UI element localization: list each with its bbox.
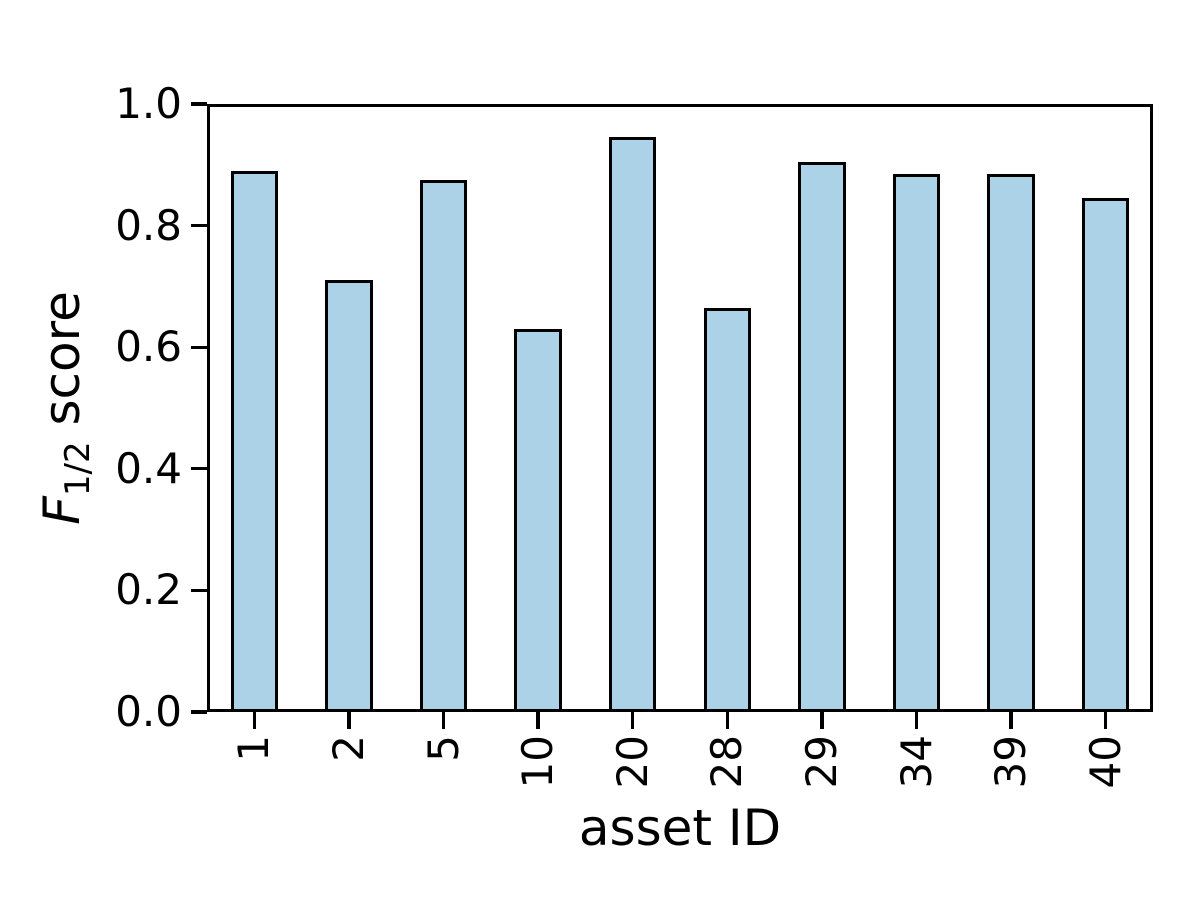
y-tick <box>191 345 207 349</box>
bar-asset-34 <box>892 173 941 712</box>
x-tick-label: 40 <box>1080 735 1130 789</box>
y-axis-label: F1/2 score <box>33 208 98 608</box>
y-tick <box>191 467 207 471</box>
x-tick <box>631 712 635 729</box>
y-tick-label: 0.2 <box>115 565 182 615</box>
y-tick <box>191 588 207 593</box>
y-tick-label: 0.8 <box>115 200 182 250</box>
ylabel-f-symbol: F <box>33 496 91 525</box>
y-tick-label: 1.0 <box>115 79 182 128</box>
x-tick-label: 10 <box>513 735 563 789</box>
y-tick-label: 0.0 <box>115 687 182 736</box>
bar-asset-1 <box>230 170 278 712</box>
bar-asset-2 <box>325 280 373 712</box>
x-tick <box>1009 712 1013 729</box>
x-tick-label: 1 <box>229 735 279 762</box>
bar-asset-39 <box>987 173 1035 712</box>
x-tick <box>1104 712 1108 729</box>
x-tick <box>725 712 729 729</box>
y-tick <box>191 223 207 228</box>
y-tick <box>191 102 207 106</box>
x-tick-label: 29 <box>796 735 846 789</box>
bar-asset-5 <box>419 180 468 712</box>
bar-asset-40 <box>1082 198 1130 712</box>
x-tick <box>441 712 446 729</box>
y-tick-label: 0.4 <box>115 443 182 493</box>
x-tick <box>347 712 351 729</box>
bar-asset-10 <box>514 328 562 712</box>
x-axis-label: asset ID <box>578 799 782 857</box>
x-tick-label: 28 <box>702 735 752 789</box>
x-tick-label: 20 <box>607 735 657 789</box>
y-tick <box>191 710 207 714</box>
x-tick <box>536 712 540 729</box>
bar-asset-20 <box>609 137 657 712</box>
x-tick-label: 39 <box>986 735 1036 789</box>
y-tick-label: 0.6 <box>115 322 182 372</box>
x-tick-label: 5 <box>418 735 468 762</box>
x-tick-label: 2 <box>323 735 373 762</box>
x-tick <box>252 712 256 729</box>
x-tick-label: 34 <box>891 735 941 789</box>
bar-asset-29 <box>798 161 846 712</box>
x-tick <box>914 712 919 729</box>
bar-asset-28 <box>703 307 751 712</box>
x-tick <box>820 712 824 729</box>
